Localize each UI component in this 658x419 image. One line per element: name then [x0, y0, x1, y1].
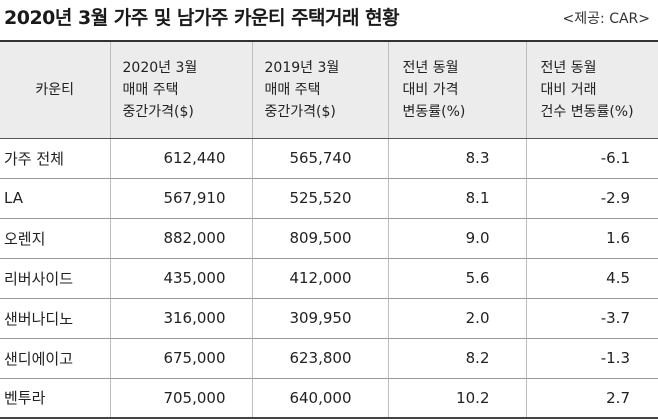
price-2019-cell: 640,000 — [251, 378, 388, 419]
housing-sales-table: 카운티 2020년 3월 매매 주택 중간가격($) 2019년 3월 매매 주… — [0, 40, 658, 419]
county-name: 벤투라 — [0, 378, 110, 419]
county-name: 샌버나디노 — [0, 298, 110, 339]
county-name: 가주 전체 — [0, 138, 110, 179]
table-row: LA 567,910 525,520 8.1 -2.9 — [0, 178, 658, 219]
volume-change-cell: 4.5 — [525, 258, 658, 299]
price-2019-cell: 412,000 — [251, 258, 388, 299]
price-change-cell: 10.2 — [387, 378, 526, 419]
price-change-cell: 8.2 — [387, 338, 526, 379]
volume-change-cell: -1.3 — [525, 338, 658, 379]
table-row: 가주 전체 612,440 565,740 8.3 -6.1 — [0, 138, 658, 179]
volume-change-cell: -2.9 — [525, 178, 658, 219]
price-change-cell: 8.3 — [387, 138, 526, 179]
volume-change-cell: 2.7 — [525, 378, 658, 419]
county-name: 리버사이드 — [0, 258, 110, 299]
header-price-change: 전년 동월 대비 가격 변동률(%) — [387, 40, 526, 139]
volume-change-cell: 1.6 — [525, 218, 658, 259]
header-county: 카운티 — [0, 40, 110, 139]
price-2019-cell: 309,950 — [251, 298, 388, 339]
price-change-cell: 8.1 — [387, 178, 526, 219]
price-2020-cell: 612,440 — [109, 138, 252, 179]
price-2020-cell: 705,000 — [109, 378, 252, 419]
price-2020-cell: 882,000 — [109, 218, 252, 259]
county-name: 오렌지 — [0, 218, 110, 259]
volume-change-cell: -3.7 — [525, 298, 658, 339]
table-row: 리버사이드 435,000 412,000 5.6 4.5 — [0, 258, 658, 299]
price-2019-cell: 525,520 — [251, 178, 388, 219]
price-2020-cell: 675,000 — [109, 338, 252, 379]
county-name: LA — [0, 178, 110, 219]
price-change-cell: 9.0 — [387, 218, 526, 259]
volume-change-cell: -6.1 — [525, 138, 658, 179]
source-credit: <제공: CAR> — [562, 11, 650, 27]
header-price-2020: 2020년 3월 매매 주택 중간가격($) — [109, 40, 252, 139]
price-change-cell: 2.0 — [387, 298, 526, 339]
price-2020-cell: 567,910 — [109, 178, 252, 219]
price-2019-cell: 809,500 — [251, 218, 388, 259]
table-row: 벤투라 705,000 640,000 10.2 2.7 — [0, 378, 658, 419]
table-row: 샌버나디노 316,000 309,950 2.0 -3.7 — [0, 298, 658, 339]
price-2019-cell: 623,800 — [251, 338, 388, 379]
title-bar: 2020년 3월 가주 및 남가주 카운티 주택거래 현황 <제공: CAR> — [0, 0, 658, 40]
county-name: 샌디에이고 — [0, 338, 110, 379]
price-change-cell: 5.6 — [387, 258, 526, 299]
table-title: 2020년 3월 가주 및 남가주 카운티 주택거래 현황 — [4, 7, 400, 29]
table-row: 오렌지 882,000 809,500 9.0 1.6 — [0, 218, 658, 259]
price-2019-cell: 565,740 — [251, 138, 388, 179]
price-2020-cell: 435,000 — [109, 258, 252, 299]
header-price-2019: 2019년 3월 매매 주택 중간가격($) — [251, 40, 388, 139]
table-row: 샌디에이고 675,000 623,800 8.2 -1.3 — [0, 338, 658, 379]
table-header-row: 카운티 2020년 3월 매매 주택 중간가격($) 2019년 3월 매매 주… — [0, 40, 658, 139]
price-2020-cell: 316,000 — [109, 298, 252, 339]
header-volume-change: 전년 동월 대비 거래 건수 변동률(%) — [525, 40, 658, 139]
